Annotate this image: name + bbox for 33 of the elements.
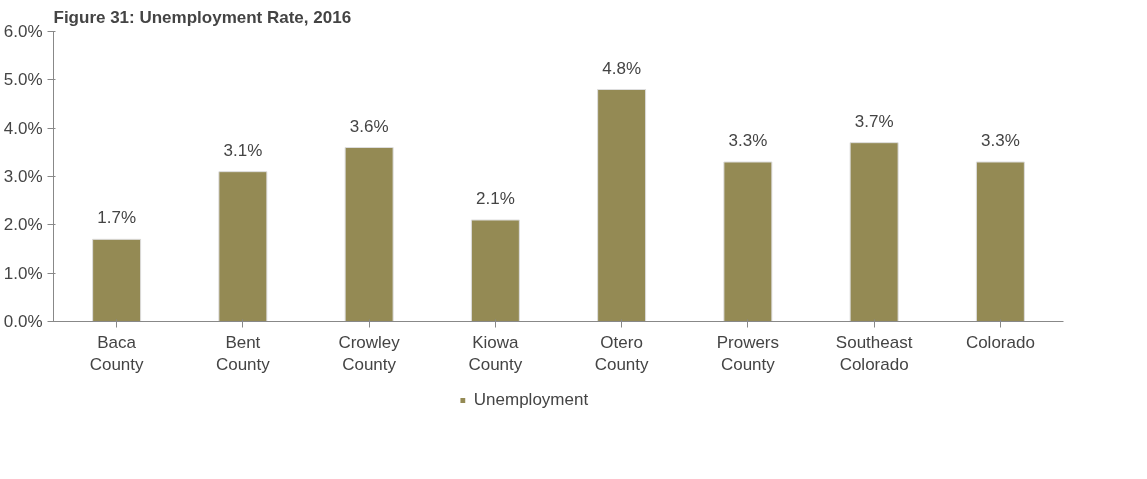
x-tick-label: Bent County	[215, 332, 271, 375]
legend-label: Unemployment	[473, 390, 589, 410]
x-tick-label: Kiowa County	[468, 332, 523, 375]
y-tick-label: 5.0%	[3, 70, 43, 90]
x-tick-label: Crowley County	[338, 332, 401, 375]
chart-title: Figure 31: Unemployment Rate, 2016	[53, 7, 352, 27]
data-label: 3.6%	[349, 116, 389, 136]
bar	[975, 161, 1025, 322]
data-label: 3.1%	[223, 140, 263, 160]
bar	[723, 161, 773, 322]
y-tick-label: 6.0%	[3, 22, 43, 41]
y-tick-label: 2.0%	[3, 215, 43, 235]
x-tick-label: Prowers County	[716, 332, 780, 375]
bar	[470, 219, 520, 322]
data-label: 3.7%	[854, 111, 894, 131]
y-tick-label: 4.0%	[3, 118, 43, 138]
y-tick-label: 3.0%	[3, 167, 43, 186]
bar	[218, 171, 268, 322]
data-label: 4.8%	[602, 58, 641, 78]
data-label: 2.1%	[476, 189, 515, 208]
x-tick-label: Baca County	[89, 332, 145, 375]
x-tick-label: Southeast Colorado	[835, 332, 913, 375]
data-label: 1.7%	[97, 208, 136, 228]
data-label: 3.3%	[728, 131, 768, 150]
y-tick-label: 0.0%	[3, 312, 43, 331]
bar	[849, 142, 899, 322]
y-tick-label: 1.0%	[3, 263, 43, 283]
bar	[92, 238, 142, 322]
x-tick-label: Otero County	[594, 332, 650, 375]
x-tick-label: Colorado	[965, 332, 1035, 352]
data-label: 3.3%	[981, 131, 1020, 150]
bar	[344, 147, 394, 322]
bar	[597, 89, 647, 322]
